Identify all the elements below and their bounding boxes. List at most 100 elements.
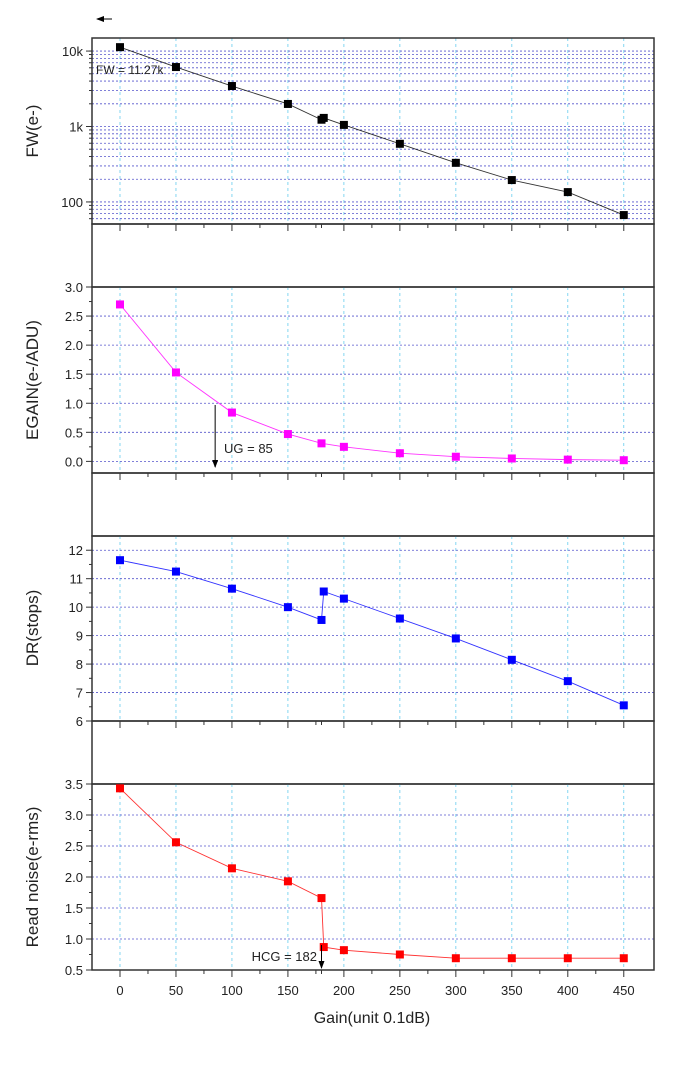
y-tick-label: 2.5 (65, 839, 83, 854)
data-point (115, 556, 124, 565)
data-point (115, 300, 124, 309)
data-point (619, 701, 628, 710)
x-tick-label: 50 (169, 983, 183, 998)
data-point (319, 943, 328, 952)
data-point (507, 176, 516, 185)
data-point (227, 408, 236, 417)
data-point (507, 954, 516, 963)
data-point (619, 954, 628, 963)
y-tick-label: 1.0 (65, 396, 83, 411)
data-point (317, 894, 326, 903)
data-point (395, 449, 404, 458)
data-point (563, 677, 572, 686)
series-line (119, 559, 624, 706)
data-point (319, 587, 328, 596)
y-tick-label: 0.5 (65, 963, 83, 978)
y-tick-label: 3.0 (65, 808, 83, 823)
y-tick-label: 3.0 (65, 280, 83, 295)
y-tick-label: 8 (76, 657, 83, 672)
data-point (339, 442, 348, 451)
y-tick-label: 2.5 (65, 309, 83, 324)
data-point (395, 950, 404, 959)
data-point (563, 188, 572, 197)
y-tick-label: 1k (69, 120, 83, 135)
ylabel-1: EGAIN(e-/ADU) (23, 320, 42, 440)
xlabel: Gain(unit 0.1dB) (314, 1010, 431, 1027)
y-tick-label: 1.5 (65, 901, 83, 916)
data-point (563, 954, 572, 963)
series-line (119, 46, 624, 216)
ylabel-2: DR(stops) (23, 590, 42, 667)
y-tick-label: 0.5 (65, 425, 83, 440)
data-point (451, 954, 460, 963)
y-tick-label: 10 (69, 600, 83, 615)
data-point (227, 82, 236, 91)
y-tick-label: 1.0 (65, 932, 83, 947)
data-point (283, 877, 292, 886)
spacer-band (91, 223, 655, 288)
data-point (317, 439, 326, 448)
data-point (283, 99, 292, 108)
x-tick-label: 250 (389, 983, 411, 998)
data-point (619, 211, 628, 220)
y-tick-label: 6 (76, 714, 83, 729)
data-point (171, 63, 180, 72)
x-tick-label: 0 (116, 983, 123, 998)
data-point (395, 614, 404, 623)
panel-frame (91, 535, 655, 722)
y-tick-label: 0.0 (65, 454, 83, 469)
x-tick-label: 300 (445, 983, 467, 998)
y-tick-label: 2.0 (65, 870, 83, 885)
panel-frame (91, 286, 655, 474)
series-line (119, 304, 624, 461)
y-tick-label: 10k (62, 44, 83, 59)
x-tick-label: 150 (277, 983, 299, 998)
ylabel-3: Read noise(e-rms) (23, 807, 42, 948)
x-tick-label: 200 (333, 983, 355, 998)
spacer-band (91, 720, 655, 785)
series-line (119, 788, 624, 959)
data-point (507, 454, 516, 463)
x-tick-label: 350 (501, 983, 523, 998)
data-point (451, 452, 460, 461)
x-tick-label: 400 (557, 983, 579, 998)
data-point (115, 43, 124, 52)
data-point (507, 655, 516, 664)
data-point (395, 139, 404, 148)
spacer-band (91, 472, 655, 537)
ylabel-0: FW(e-) (23, 105, 42, 158)
data-point (339, 946, 348, 955)
annotation-fw: FW = 11.27k (96, 63, 164, 77)
data-point (317, 615, 326, 624)
y-tick-label: 9 (76, 629, 83, 644)
y-tick-label: 100 (61, 195, 83, 210)
data-point (339, 120, 348, 129)
x-tick-label: 100 (221, 983, 243, 998)
data-point (227, 584, 236, 593)
y-tick-label: 1.5 (65, 367, 83, 382)
x-tick-label: 450 (613, 983, 635, 998)
annotation-ug: UG = 85 (224, 441, 273, 456)
data-point (339, 594, 348, 603)
y-tick-label: 11 (70, 572, 84, 587)
data-point (171, 838, 180, 847)
data-point (619, 456, 628, 465)
data-point (451, 634, 460, 643)
data-point (319, 113, 328, 122)
y-tick-label: 12 (69, 543, 83, 558)
data-point (563, 455, 572, 464)
data-point (283, 603, 292, 612)
data-point (227, 864, 236, 873)
data-point (171, 567, 180, 576)
annotation-hcg: HCG = 182 (252, 949, 317, 964)
data-point (115, 784, 124, 793)
data-point (171, 368, 180, 377)
data-point (451, 158, 460, 167)
panel-frame (91, 37, 655, 225)
y-tick-label: 7 (76, 686, 83, 701)
y-tick-label: 2.0 (65, 338, 83, 353)
data-point (283, 430, 292, 439)
y-tick-label: 3.5 (65, 777, 83, 792)
